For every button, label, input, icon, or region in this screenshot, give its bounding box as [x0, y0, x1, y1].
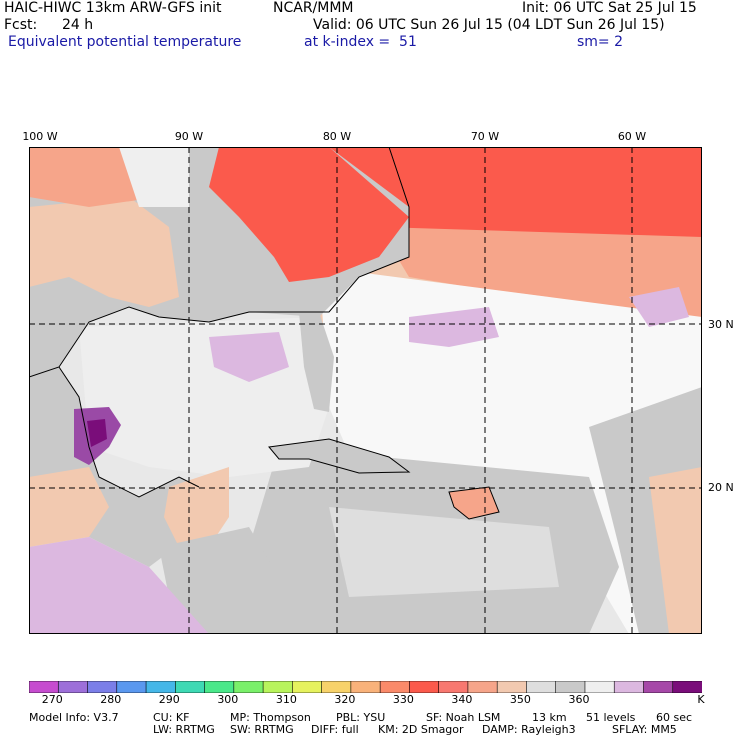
colorbar-tick-label: 290	[158, 693, 180, 706]
colorbar-swatch	[526, 681, 557, 693]
atlantic-salmon-band	[379, 227, 702, 327]
lat-label-20n: 20 N	[708, 481, 734, 494]
atlantic-lavender-patch-2	[629, 287, 689, 327]
footer-diff: DIFF: full	[311, 723, 359, 736]
gulf-lavender-patch	[209, 332, 289, 382]
texas-tan-region	[29, 197, 179, 307]
colorbar-swatch	[496, 681, 528, 693]
us-coastline	[29, 147, 410, 378]
colorbar-tick-label: 270	[41, 693, 63, 706]
mexico-coastline	[58, 366, 200, 498]
us-red-region	[209, 147, 409, 282]
colorbar-swatch	[292, 681, 323, 693]
colorbar-swatch	[409, 681, 440, 693]
lat-label-30n: 30 N	[708, 318, 734, 331]
colorbar-swatch	[613, 681, 645, 693]
colorbar-swatch	[145, 681, 177, 693]
colorbar-swatch	[204, 681, 235, 693]
colorbar-swatch	[233, 681, 264, 693]
colorbar-unit: K	[697, 693, 705, 706]
colorbar-swatch	[643, 681, 674, 693]
footer-sf: SF: Noah LSM	[426, 711, 501, 724]
footer-km: KM: 2D Smagor	[378, 723, 464, 736]
colorbar-tick-label: 280	[100, 693, 122, 706]
atlantic-lavender-patch-1	[409, 307, 499, 347]
colorbar-tick-label: 360	[568, 693, 590, 706]
colorbar-swatch	[584, 681, 616, 693]
footer-timestep: 60 sec	[656, 711, 693, 724]
lon-label-80w: 80 W	[322, 130, 352, 143]
colorbar-tick-label: 320	[334, 693, 356, 706]
forecast-hours: 24 h	[62, 17, 94, 33]
colorbar-swatch	[175, 681, 206, 693]
init-time: Init: 06 UTC Sat 25 Jul 15	[522, 0, 697, 16]
theta-e-map	[29, 147, 702, 634]
colorbar-swatch	[467, 681, 498, 693]
colorbar-swatch	[57, 681, 89, 693]
map-frame	[29, 147, 702, 634]
footer-lw: LW: RRTMG	[153, 723, 215, 736]
colorbar-swatch	[116, 681, 147, 693]
plains-white-region	[119, 147, 189, 207]
colorbar-tick-label: 350	[509, 693, 531, 706]
footer-damp: DAMP: Rayleigh3	[482, 723, 576, 736]
colorbar-swatch	[379, 681, 411, 693]
footer-mp: MP: Thompson	[230, 711, 311, 724]
forecast-label: Fcst:	[4, 17, 38, 33]
footer-sflay: SFLAY: MM5	[612, 723, 677, 736]
caribbean-light-region	[329, 507, 559, 597]
footer-sw: SW: RRTMG	[230, 723, 294, 736]
colorbar-tick-label: 300	[217, 693, 239, 706]
colorbar-swatch	[87, 681, 118, 693]
yucatan-tan-region	[164, 467, 229, 547]
lon-label-60w: 60 W	[617, 130, 647, 143]
colorbar-swatch	[262, 681, 294, 693]
pacific-lavender-region	[29, 537, 209, 634]
lon-label-100w: 100 W	[22, 130, 58, 143]
org-label: NCAR/MMM	[273, 0, 354, 16]
footer-resolution: 13 km	[532, 711, 567, 724]
lon-label-70w: 70 W	[470, 130, 500, 143]
colorbar-swatch	[438, 681, 469, 693]
texas-coast-dark-purple	[87, 419, 107, 447]
east-tan-region	[649, 467, 702, 634]
field-name: Equivalent potential temperature	[8, 34, 242, 50]
model-title: HAIC-HIWC 13km ARW-GFS init	[4, 0, 222, 16]
footer-cu: CU: KF	[153, 711, 190, 724]
colorbar-swatch	[350, 681, 381, 693]
colorbar-tick-label: 330	[392, 693, 414, 706]
colorbar-tick-label: 340	[451, 693, 473, 706]
colorbar-tick-label: 310	[275, 693, 297, 706]
footer-levels: 51 levels	[586, 711, 636, 724]
colorbar-swatch	[321, 681, 352, 693]
footer-pbl: PBL: YSU	[336, 711, 386, 724]
valid-time: Valid: 06 UTC Sun 26 Jul 15 (04 LDT Sun …	[313, 17, 665, 33]
footer-model-info: Model Info: V3.7	[29, 711, 119, 724]
lon-label-90w: 90 W	[174, 130, 204, 143]
colorbar-swatch	[555, 681, 586, 693]
colorbar	[29, 681, 702, 693]
lat-lon-grid	[29, 147, 702, 634]
florida-land	[299, 312, 334, 412]
mexico-tan-region	[29, 467, 109, 547]
colorbar-swatch	[672, 681, 702, 693]
colorbar-swatch	[29, 681, 60, 693]
smoothing-label: sm= 2	[577, 34, 624, 50]
level-label: at k-index = 51	[304, 34, 417, 50]
cuba-outline	[268, 438, 411, 474]
